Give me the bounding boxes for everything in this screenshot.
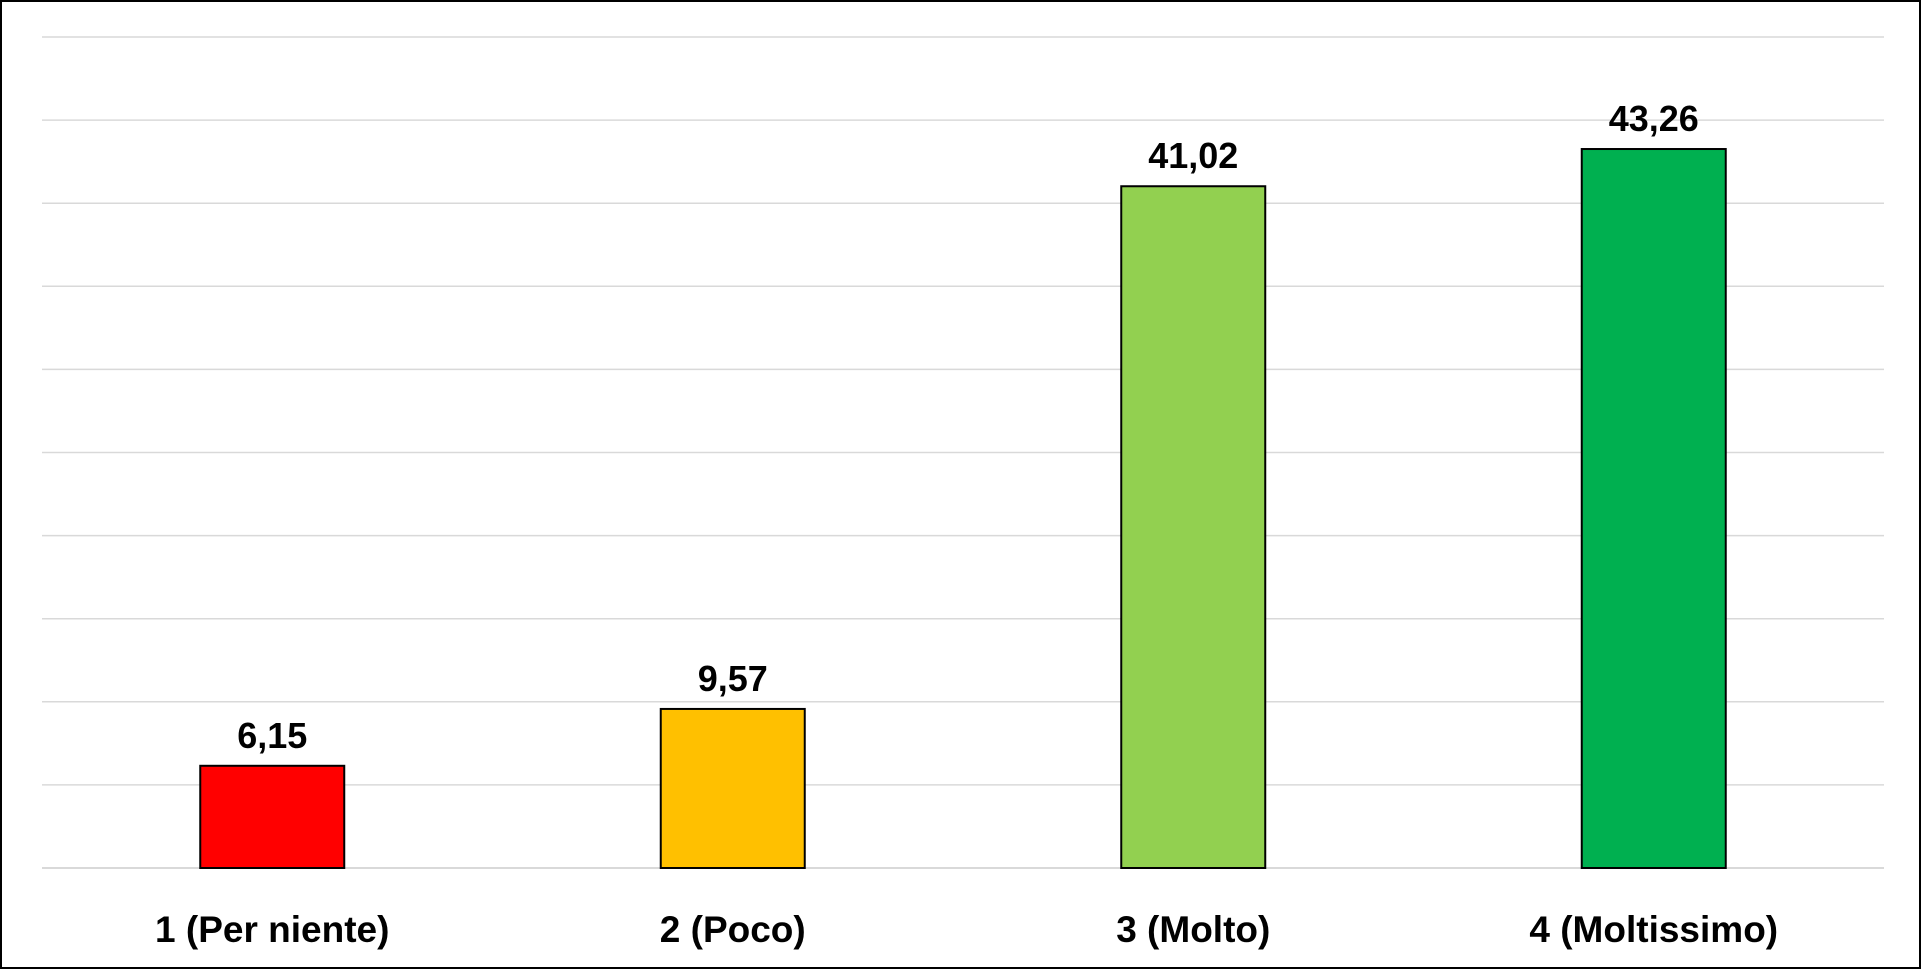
bar	[1120, 185, 1267, 869]
data-label: 9,57	[698, 658, 768, 699]
x-tick-label: 2 (Poco)	[660, 909, 806, 950]
gridlines	[42, 36, 1884, 869]
bars	[199, 148, 1727, 869]
x-tick-label: 4 (Moltissimo)	[1529, 909, 1778, 950]
data-label: 6,15	[237, 715, 307, 756]
x-tick-label: 1 (Per niente)	[155, 909, 389, 950]
data-label: 43,26	[1609, 98, 1699, 139]
x-tick-label: 3 (Molto)	[1116, 909, 1270, 950]
bar	[1580, 148, 1727, 869]
bar	[199, 764, 346, 869]
x-axis-tick-labels: 1 (Per niente) 2 (Poco) 3 (Molto) 4 (Moltis…	[155, 909, 1778, 950]
data-label: 41,02	[1148, 135, 1238, 176]
value-labels: 6,15 9,57 41,02 43,26	[237, 98, 1699, 756]
bar	[659, 707, 806, 869]
